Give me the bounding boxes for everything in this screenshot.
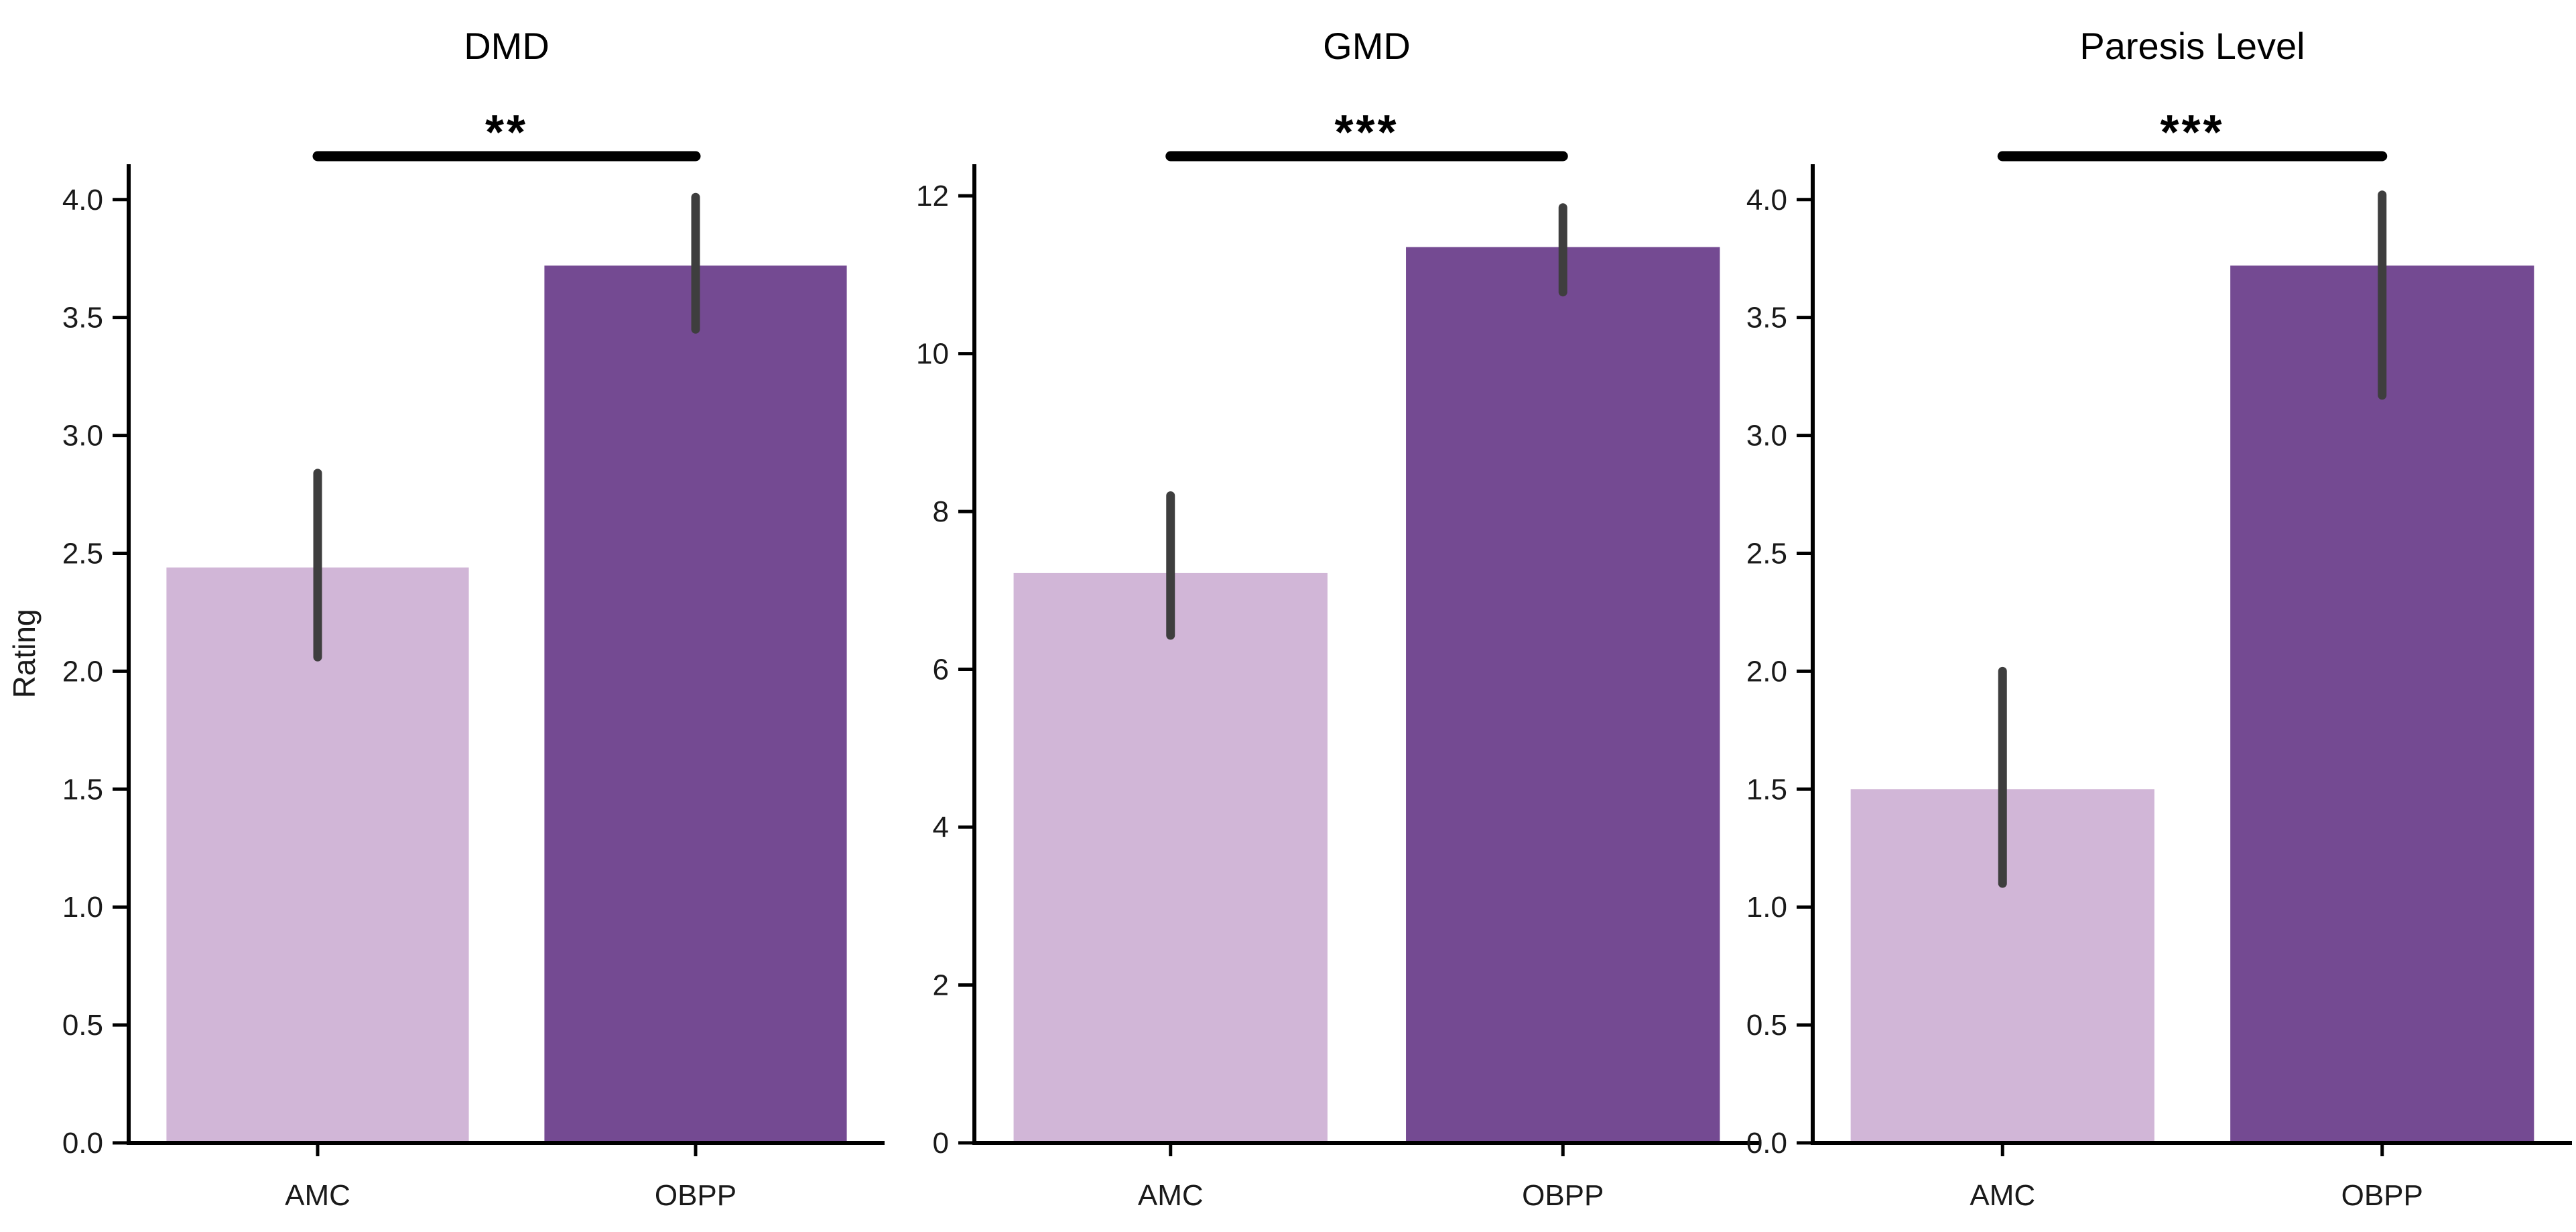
bar-obpp [2230, 265, 2534, 1143]
x-tick-label-amc: AMC [285, 1179, 350, 1212]
bar-amc [166, 567, 469, 1143]
y-tick-label: 0.0 [1746, 1127, 1787, 1160]
y-tick-label: 3.0 [1746, 420, 1787, 452]
y-tick-label: 0.5 [1746, 1009, 1787, 1042]
significance-label: ** [485, 106, 528, 160]
y-tick-label: 1.5 [1746, 773, 1787, 806]
panel-title: Paresis Level [2079, 25, 2305, 67]
panel-title: GMD [1323, 25, 1411, 67]
y-tick-label: 3.0 [62, 420, 103, 452]
y-tick-label: 1.5 [62, 773, 103, 806]
y-tick-label: 2.5 [62, 537, 103, 570]
y-tick-label: 10 [916, 338, 949, 371]
y-tick-label: 6 [933, 654, 949, 686]
y-tick-label: 2.0 [1746, 655, 1787, 688]
panel-paresis-level: Paresis Level *** 0.0 0.5 1.0 1.5 2.0 2.5 3.0 3.5… [1746, 25, 2572, 1212]
y-tick-label: 0.0 [62, 1127, 103, 1160]
panel-title: DMD [464, 25, 550, 67]
bar-obpp [1406, 247, 1720, 1143]
y-tick-label: 2 [933, 969, 949, 1002]
x-tick-label-amc: AMC [1138, 1179, 1204, 1212]
x-tick-label-obpp: OBPP [655, 1179, 736, 1212]
significance-label: *** [1334, 106, 1399, 160]
y-tick-label: 3.5 [62, 302, 103, 334]
panel-dmd: DMD ** 0.0 0.5 1.0 1.5 2.0 2.5 3.0 3.5 4.0 AMC OBPP R… [7, 25, 885, 1212]
x-tick-label-obpp: OBPP [1522, 1179, 1604, 1212]
significance-label: *** [2160, 106, 2224, 160]
panel-gmd: GMD *** 0 2 4 6 8 10 12 AMC OBPP [916, 25, 1759, 1212]
y-tick-label: 12 [916, 180, 949, 212]
y-tick-label: 4.0 [62, 184, 103, 217]
bar-obpp [544, 265, 847, 1143]
y-tick-label: 4 [933, 811, 949, 844]
x-tick-label-obpp: OBPP [2341, 1179, 2423, 1212]
y-tick-label: 4.0 [1746, 184, 1787, 217]
y-tick-label: 8 [933, 495, 949, 528]
y-tick-label: 0 [933, 1127, 949, 1160]
x-tick-label-amc: AMC [1970, 1179, 2035, 1212]
y-tick-label: 1.0 [1746, 891, 1787, 924]
y-tick-label: 3.5 [1746, 302, 1787, 334]
bar-amc [1013, 572, 1328, 1143]
y-tick-label: 1.0 [62, 891, 103, 924]
y-tick-label: 2.5 [1746, 537, 1787, 570]
y-tick-label: 0.5 [62, 1009, 103, 1042]
y-axis-label: Rating [7, 609, 42, 698]
y-tick-label: 2.0 [62, 655, 103, 688]
